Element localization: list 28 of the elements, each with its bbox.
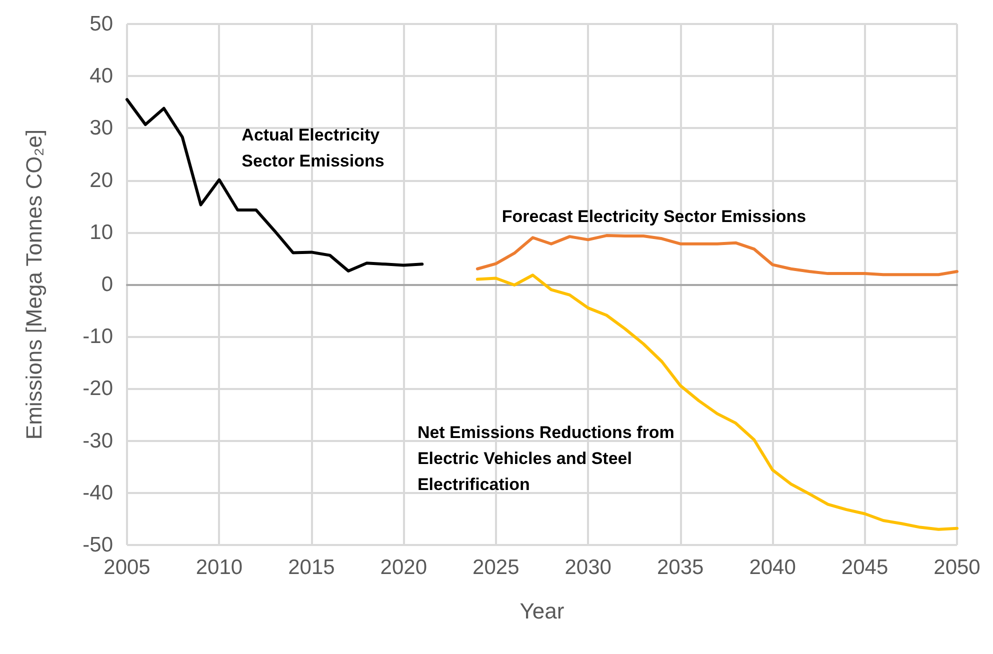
y-tick-label: -40	[82, 481, 113, 504]
y-tick-label: -50	[82, 534, 113, 556]
x-axis-title: Year	[520, 598, 564, 624]
x-tick-label: 2050	[934, 556, 980, 579]
x-tick-label: 2030	[564, 556, 612, 579]
line-series	[126, 98, 424, 272]
y-tick-label: 40	[90, 64, 113, 88]
y-tick-label: 30	[90, 116, 113, 140]
x-tick-label: 2005	[104, 556, 150, 579]
y-tick-label: -10	[82, 325, 113, 348]
x-tick-label: 2045	[841, 556, 888, 579]
x-tick-label: 2010	[196, 556, 243, 579]
x-tick-label: 2020	[380, 556, 428, 579]
x-tick-label: 2040	[749, 556, 796, 579]
y-tick-label: 20	[90, 168, 113, 192]
series-label: Actual Electricity Sector Emissions	[242, 125, 384, 170]
y-tick-label: 0	[101, 273, 113, 296]
series-label: Net Emissions Reductions from Electric Vehicles and Steel Electrification	[417, 422, 674, 494]
y-tick-label: -30	[82, 429, 113, 452]
y-axis-title: Emissions [Mega Tonnes CO₂e]	[22, 129, 46, 440]
line-series	[476, 234, 958, 276]
y-tick-label: 50	[90, 12, 113, 36]
x-tick-label: 2025	[472, 556, 520, 579]
y-tick-label: 10	[90, 220, 113, 244]
series-label: Forecast Electricity Sector Emissions	[502, 207, 806, 226]
x-tick-label: 2015	[288, 556, 335, 579]
y-tick-label: -20	[82, 377, 113, 400]
x-tick-label: 2035	[656, 556, 704, 579]
